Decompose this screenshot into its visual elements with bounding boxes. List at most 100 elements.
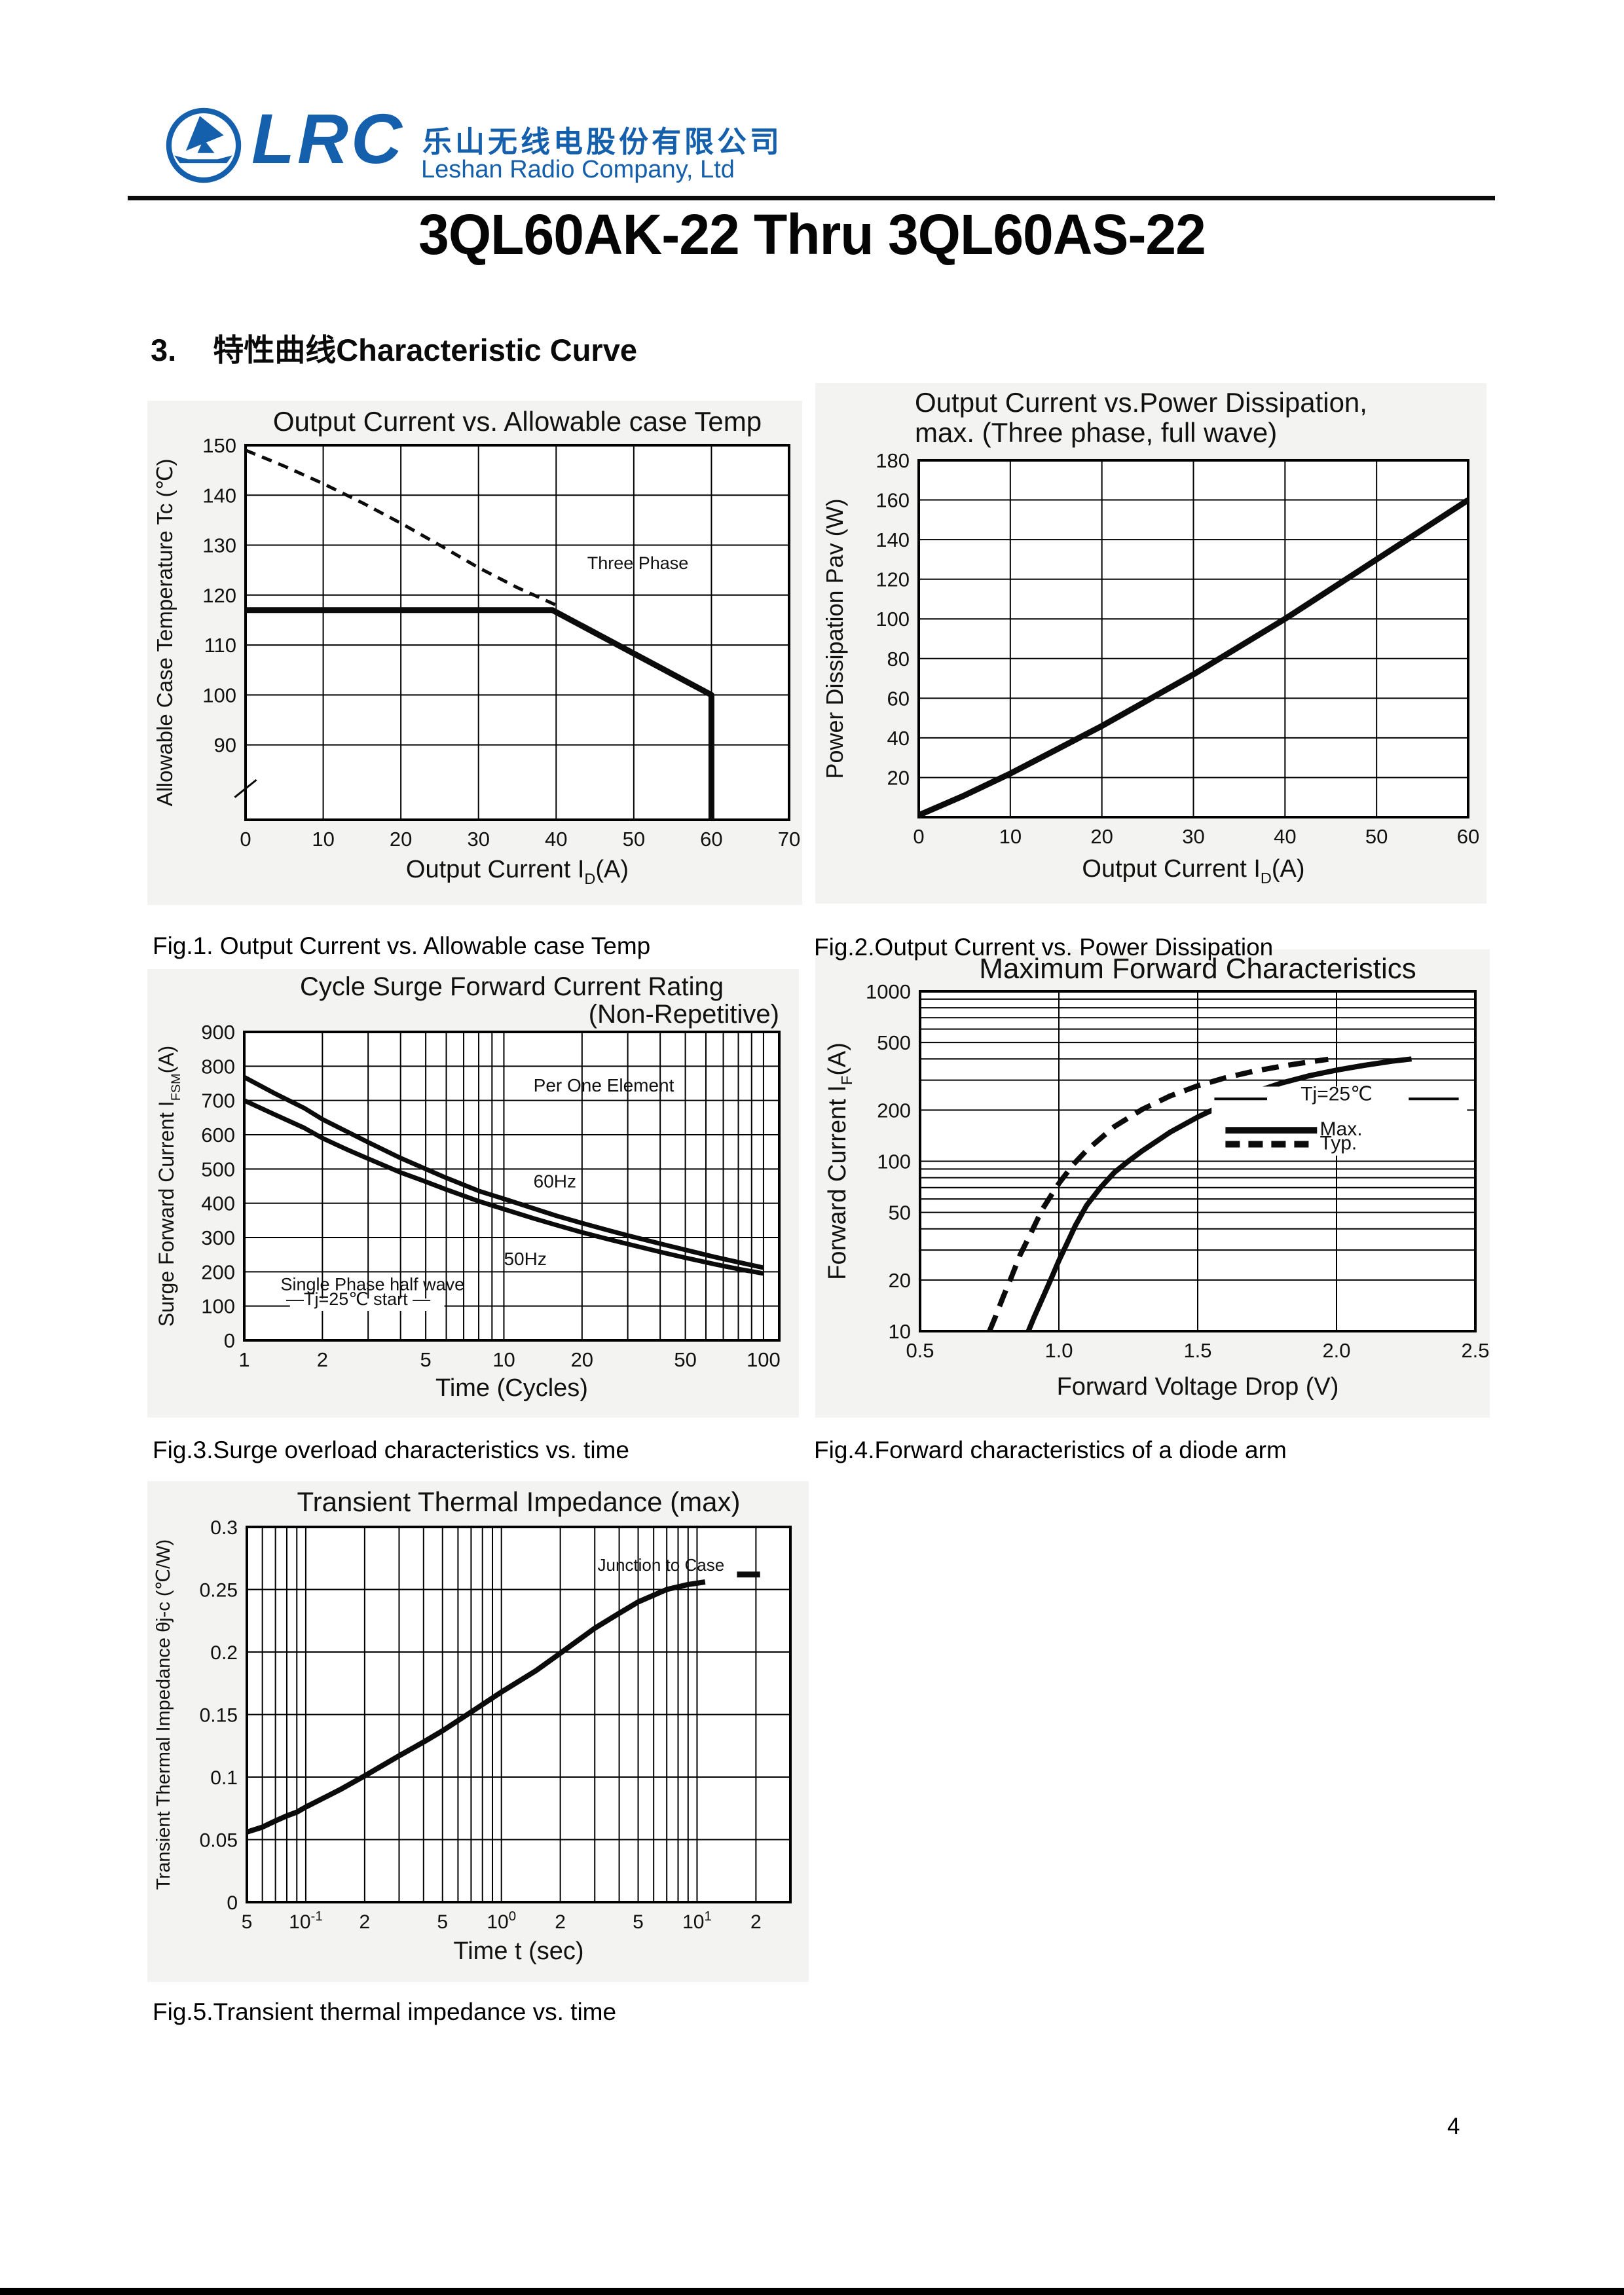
- svg-text:5: 5: [633, 1911, 644, 1933]
- svg-text:100: 100: [876, 608, 910, 631]
- svg-text:0: 0: [913, 825, 924, 848]
- fig1-caption: Fig.1. Output Current vs. Allowable case…: [153, 932, 651, 959]
- header-rule: [128, 196, 1495, 200]
- fig5-chart-svg: Junction to Case 5 10-1 2 5 100 2 5 101 2 0 0.05 0.1…: [153, 1486, 792, 1965]
- svg-text:Junction to Case: Junction to Case: [597, 1555, 724, 1575]
- section-heading: 3. 特性曲线Characteristic Curve: [151, 325, 637, 370]
- svg-text:180: 180: [876, 449, 910, 472]
- svg-text:Max.: Max.: [1320, 1118, 1363, 1140]
- svg-text:90: 90: [214, 734, 236, 757]
- svg-text:Surge Forward Current IFSM(A): Surge Forward Current IFSM(A): [155, 1046, 183, 1327]
- svg-text:Output Current vs. Allowable c: Output Current vs. Allowable case Temp: [273, 406, 762, 437]
- svg-text:0.15: 0.15: [200, 1705, 238, 1727]
- svg-text:max. (Three phase, full wave): max. (Three phase, full wave): [915, 417, 1277, 448]
- svg-text:120: 120: [876, 568, 910, 591]
- svg-text:0.1: 0.1: [210, 1767, 238, 1789]
- svg-text:Output Current vs.Power Dissip: Output Current vs.Power Dissipation,: [915, 387, 1367, 418]
- svg-text:2: 2: [317, 1348, 328, 1371]
- fig2-output-current-vs-power-dissipation-chart: 0 10 20 30 40 50 60 20 40 60 80 100 120 140 160 180 Outp…: [815, 383, 1486, 904]
- fig2-caption: Fig.2.Output Current vs. Power Dissipati…: [814, 934, 1274, 961]
- svg-text:1000: 1000: [866, 980, 911, 1003]
- svg-text:20: 20: [390, 828, 412, 851]
- svg-text:900: 900: [201, 1021, 235, 1044]
- svg-text:50: 50: [889, 1202, 911, 1224]
- svg-text:500: 500: [877, 1031, 911, 1054]
- svg-text:300: 300: [201, 1226, 235, 1249]
- svg-text:60Hz: 60Hz: [534, 1171, 576, 1192]
- svg-text:1.0: 1.0: [1044, 1339, 1073, 1362]
- svg-text:40: 40: [887, 727, 910, 750]
- svg-text:Typ.: Typ.: [1320, 1132, 1357, 1154]
- svg-text:50Hz: 50Hz: [504, 1249, 546, 1269]
- page-title: 3QL60AK-22 Thru 3QL60AS-22: [418, 202, 1206, 266]
- svg-text:5: 5: [420, 1348, 431, 1371]
- svg-text:0.3: 0.3: [210, 1517, 238, 1539]
- company-name-en: Leshan Radio Company, Ltd: [421, 156, 735, 183]
- lrc-logo-icon: [166, 107, 242, 183]
- svg-text:Power Dissipation Pav (W): Power Dissipation Pav (W): [821, 498, 848, 779]
- svg-text:60: 60: [1457, 825, 1479, 848]
- svg-text:100: 100: [747, 1348, 781, 1371]
- svg-text:Time t (sec): Time t (sec): [453, 1937, 583, 1965]
- svg-text:30: 30: [467, 828, 489, 851]
- svg-text:Single Phase half wave: Single Phase half wave: [280, 1275, 464, 1294]
- svg-text:10: 10: [492, 1348, 515, 1371]
- section-heading-text: 特性曲线Characteristic Curve: [213, 333, 637, 367]
- section-number: 3.: [151, 333, 177, 367]
- fig4-caption: Fig.4.Forward characteristics of a diode…: [814, 1437, 1287, 1463]
- page-number: 4: [1447, 2114, 1460, 2139]
- svg-text:800: 800: [201, 1055, 235, 1078]
- fig1-chart-svg: Three Phase 0 10 20 30 40 50 60 70 90 100 110 120 130…: [153, 406, 800, 887]
- svg-text:(Non-Repetitive): (Non-Repetitive): [589, 1000, 779, 1029]
- svg-text:20: 20: [887, 766, 910, 789]
- svg-text:Transient Thermal Impedance (m: Transient Thermal Impedance (max): [297, 1486, 741, 1517]
- svg-text:0.25: 0.25: [200, 1580, 238, 1602]
- svg-text:120: 120: [202, 584, 236, 607]
- company-name-cn: 乐山无线电股份有限公司: [422, 125, 783, 158]
- svg-text:60: 60: [887, 687, 910, 710]
- svg-text:0: 0: [224, 1329, 235, 1352]
- svg-text:50: 50: [1365, 825, 1388, 848]
- fig3-surge-forward-current-chart: Per One Element 60Hz 50Hz Single Phase half…: [147, 969, 799, 1418]
- svg-text:Output Current ID(A): Output Current ID(A): [406, 856, 629, 887]
- svg-text:Three Phase: Three Phase: [587, 553, 689, 573]
- svg-text:40: 40: [545, 828, 567, 851]
- svg-text:20: 20: [571, 1348, 593, 1371]
- svg-text:2.0: 2.0: [1322, 1339, 1350, 1362]
- svg-text:0.2: 0.2: [210, 1642, 238, 1664]
- svg-text:80: 80: [887, 648, 910, 670]
- svg-text:Output Current ID(A): Output Current ID(A): [1082, 855, 1304, 887]
- svg-text:2: 2: [555, 1911, 566, 1933]
- svg-text:200: 200: [877, 1099, 911, 1122]
- fig5-caption: Fig.5.Transient thermal impedance vs. ti…: [153, 1998, 617, 2025]
- svg-text:20: 20: [1090, 825, 1113, 848]
- svg-text:2: 2: [360, 1911, 371, 1933]
- svg-text:130: 130: [202, 534, 236, 557]
- svg-text:100: 100: [202, 684, 236, 707]
- fig4-chart-svg: Tj=25℃ Max.Typ. 0.5 1.0 1.5 2.0 2.5 10 20 50 100 20…: [824, 953, 1490, 1401]
- svg-text:0.5: 0.5: [906, 1339, 934, 1362]
- svg-text:101: 101: [682, 1909, 712, 1933]
- fig5-transient-thermal-impedance-chart: Junction to Case 5 10-1 2 5 100 2 5 101 2 0 0.05 0.1…: [147, 1481, 809, 1982]
- lrc-logo-text: LRC: [251, 99, 405, 178]
- svg-text:100: 100: [487, 1909, 516, 1933]
- svg-text:Per One Element: Per One Element: [534, 1075, 674, 1095]
- svg-text:140: 140: [202, 484, 236, 507]
- fig3-caption: Fig.3.Surge overload characteristics vs.…: [153, 1437, 629, 1463]
- svg-text:10: 10: [999, 825, 1022, 848]
- svg-text:5: 5: [437, 1911, 448, 1933]
- svg-text:600: 600: [201, 1124, 235, 1147]
- svg-text:700: 700: [201, 1090, 235, 1112]
- svg-text:Maximum Forward Characteristic: Maximum Forward Characteristics: [979, 953, 1416, 985]
- svg-text:150: 150: [202, 434, 236, 457]
- svg-text:10: 10: [312, 828, 334, 851]
- svg-text:0.05: 0.05: [200, 1830, 238, 1852]
- svg-text:Allowable Case Temperature Tc: Allowable Case Temperature Tc (℃): [153, 458, 177, 806]
- svg-text:1.5: 1.5: [1183, 1339, 1211, 1362]
- svg-text:50: 50: [623, 828, 645, 851]
- svg-text:Forward Voltage Drop (V): Forward Voltage Drop (V): [1057, 1373, 1339, 1401]
- svg-text:5: 5: [242, 1911, 253, 1933]
- svg-text:200: 200: [201, 1260, 235, 1283]
- svg-text:60: 60: [700, 828, 722, 851]
